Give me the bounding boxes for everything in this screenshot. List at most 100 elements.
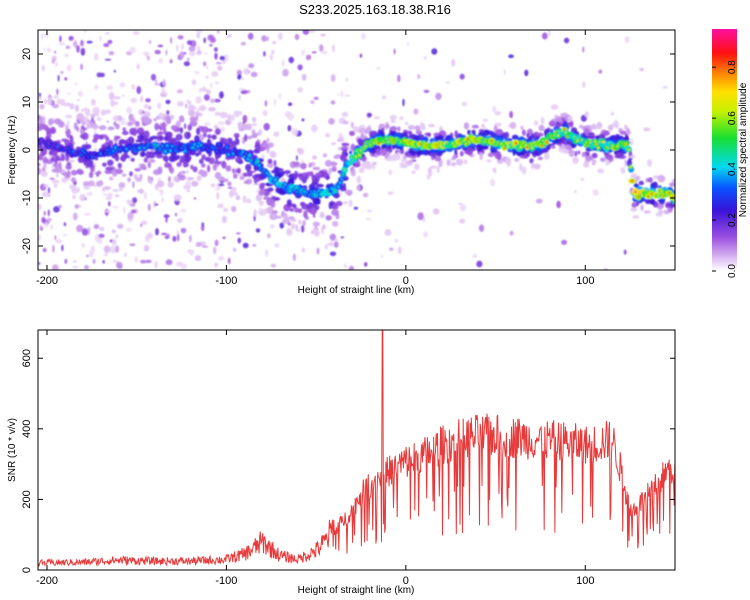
spectrogram-cell xyxy=(577,150,581,155)
spectrogram-cell xyxy=(269,151,277,158)
spectrogram-cell xyxy=(252,128,256,136)
spectrogram-ridge-core xyxy=(46,145,49,148)
spectrogram-cell xyxy=(90,113,96,118)
spectrogram-cell xyxy=(238,88,245,91)
spectrogram-cell xyxy=(93,124,99,129)
spectrogram-cell xyxy=(164,131,172,136)
spectrogram-cell xyxy=(113,135,121,140)
spectrogram-cell xyxy=(41,191,50,198)
spectrogram-cell xyxy=(72,265,78,269)
spectrogram-cell xyxy=(180,170,186,174)
spectrogram-cell xyxy=(582,46,585,53)
spectrogram-cell xyxy=(558,147,566,153)
spectrogram-cell xyxy=(315,172,322,176)
spectrogram-cell xyxy=(215,61,222,65)
spectrogram-cell xyxy=(111,229,116,234)
spectrogram-cell xyxy=(214,111,221,116)
snr-xtick-label: -100 xyxy=(215,575,237,587)
spectrogram-cell xyxy=(158,57,164,64)
spectrogram-cell xyxy=(631,202,638,208)
spectrogram-cell xyxy=(337,136,345,142)
spectrogram-cell xyxy=(265,206,274,214)
spectrogram-ridge-core xyxy=(295,186,298,189)
spectrogram-cell xyxy=(431,48,438,55)
spectrogram-cell xyxy=(164,162,171,168)
spectrogram-cell xyxy=(407,125,415,130)
spectrogram-cell xyxy=(472,254,478,259)
spectrogram-cell xyxy=(344,263,347,269)
spectrogram-cell xyxy=(53,95,59,99)
spectrogram-cell xyxy=(227,257,231,265)
spectrogram-cell xyxy=(117,162,123,169)
spectrogram-cell xyxy=(279,222,285,229)
spectrogram-cell xyxy=(57,74,60,82)
spectrogram-ridge-core xyxy=(248,154,251,157)
spectrogram-cell xyxy=(214,81,220,85)
spectrogram-cell xyxy=(163,92,168,97)
spectrogram-cell xyxy=(495,128,504,136)
spectrogram-cell xyxy=(116,115,123,122)
spectrogram-cell xyxy=(496,152,502,161)
spectrogram-cell xyxy=(129,171,133,177)
spectrogram-cell xyxy=(245,163,252,172)
spectrogram-cell xyxy=(187,124,193,131)
spectrogram-cell xyxy=(273,99,277,106)
spectrogram-cell xyxy=(231,205,237,213)
spectrogram-cell xyxy=(208,157,215,165)
spectrogram-cell xyxy=(296,147,303,154)
spectrogram-cell xyxy=(591,123,597,130)
spectrogram-ridge-core xyxy=(573,135,576,139)
spectrogram-cell xyxy=(267,142,274,148)
spectrogram-cell xyxy=(165,115,172,122)
spectrogram-cell xyxy=(267,158,273,164)
spectrogram-cell xyxy=(238,94,241,101)
spectrogram-cell xyxy=(140,223,143,228)
spectrogram-cell xyxy=(294,33,300,41)
spectrogram-cell xyxy=(330,161,337,167)
spectrogram-cell xyxy=(535,198,543,204)
spectrogram-cell xyxy=(122,130,129,136)
spectrogram-cell xyxy=(199,105,207,112)
spectrogram-cell xyxy=(115,168,123,174)
spectrogram-cell xyxy=(270,200,276,208)
spectrogram-cell xyxy=(423,56,427,60)
spectrogram-cell xyxy=(357,127,366,134)
spectrogram-cell xyxy=(247,32,254,40)
spectrogram-cell xyxy=(605,158,610,166)
spectrogram-cell xyxy=(237,237,242,244)
spectrogram-cell xyxy=(73,260,77,263)
spectrogram-cell xyxy=(106,85,114,90)
spectrogram-cell xyxy=(107,39,113,44)
spectrogram-cell xyxy=(381,95,387,100)
spectrogram-ridge-core xyxy=(468,140,471,144)
spectrogram-cell xyxy=(93,224,100,230)
spectrogram-cell xyxy=(90,98,96,106)
spectrogram-cell xyxy=(329,233,337,241)
spectrogram-cell xyxy=(179,51,185,59)
spectrogram-cell xyxy=(302,220,306,227)
spectrogram-cell xyxy=(266,162,274,168)
spectrogram-cell xyxy=(579,124,584,129)
spectrogram-ridge-core xyxy=(52,146,56,149)
spectrogram-cell xyxy=(430,165,437,169)
spectrogram-cell xyxy=(555,121,561,128)
spectrogram-cell xyxy=(154,49,161,55)
spectrogram-cell xyxy=(175,120,181,128)
spectrogram-cell xyxy=(214,52,218,60)
spectrogram-cell xyxy=(154,261,158,269)
spectrogram-cell xyxy=(190,164,194,170)
spectrogram-cell xyxy=(401,158,407,163)
spectrogram-ridge-core xyxy=(224,149,227,152)
snr-xtick-label: 100 xyxy=(576,575,594,587)
spectrogram-cell xyxy=(69,135,74,144)
spectrogram-cell xyxy=(161,122,166,131)
spectrogram-cell xyxy=(55,173,59,178)
spectrogram-cell xyxy=(331,44,335,53)
snr-xlabel: Height of straight line (km) xyxy=(298,585,415,596)
spectrogram-cell xyxy=(169,58,173,61)
spectrogram-cell xyxy=(632,215,639,219)
spectrogram-cell xyxy=(489,178,495,187)
spectrogram-cell xyxy=(145,98,151,103)
spectrogram-cell xyxy=(170,114,174,120)
spectrogram-cell xyxy=(222,236,226,239)
